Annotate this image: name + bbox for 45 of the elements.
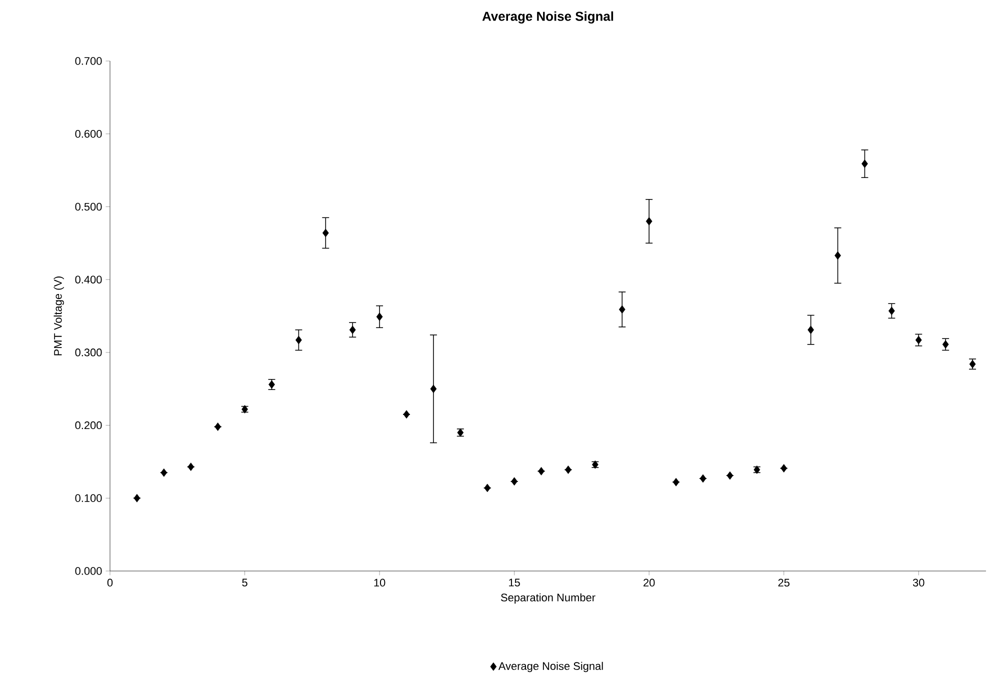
point bbox=[942, 340, 949, 349]
point bbox=[188, 462, 194, 471]
point bbox=[700, 474, 706, 483]
y-tick-label: 0.100 bbox=[75, 494, 102, 502]
legend-label: Average Noise Signal bbox=[498, 662, 603, 672]
point bbox=[538, 467, 544, 476]
y-tick-label: 0.000 bbox=[75, 567, 102, 575]
point bbox=[862, 160, 868, 168]
point bbox=[134, 494, 140, 502]
point bbox=[376, 312, 383, 321]
y-axis-title: PMT Voltage (V) bbox=[54, 276, 64, 356]
point bbox=[888, 306, 895, 316]
point bbox=[430, 384, 437, 394]
x-axis-title: Separation Number bbox=[500, 593, 596, 604]
point bbox=[780, 464, 788, 472]
x-tick-label: 15 bbox=[509, 578, 520, 586]
x-tick-label: 0 bbox=[107, 578, 113, 587]
y-tick-label: 0.400 bbox=[75, 276, 102, 284]
point bbox=[565, 466, 572, 474]
point bbox=[672, 478, 680, 486]
x-tick-label: 30 bbox=[912, 578, 924, 587]
point bbox=[726, 471, 734, 480]
point bbox=[511, 477, 518, 486]
x-tick-label: 10 bbox=[374, 578, 386, 587]
point bbox=[160, 468, 168, 477]
y-tick-label: 0.700 bbox=[75, 57, 102, 65]
chart-title: Average Noise Signal bbox=[482, 11, 614, 24]
x-tick-label: 20 bbox=[644, 578, 655, 587]
point bbox=[403, 410, 410, 419]
point bbox=[915, 336, 922, 344]
y-tick-label: 0.200 bbox=[75, 421, 102, 430]
point bbox=[295, 336, 302, 344]
point bbox=[808, 326, 814, 334]
y-tick-label: 0.600 bbox=[75, 130, 102, 138]
y-tick-label: 0.300 bbox=[75, 348, 102, 356]
point bbox=[484, 484, 491, 492]
point bbox=[322, 228, 329, 238]
point bbox=[214, 422, 222, 431]
x-tick-label: 5 bbox=[242, 578, 248, 586]
point bbox=[618, 305, 626, 314]
point bbox=[834, 251, 841, 260]
point bbox=[349, 326, 356, 334]
y-tick-label: 0.500 bbox=[75, 202, 102, 211]
point bbox=[646, 217, 652, 226]
x-tick-label: 25 bbox=[778, 578, 790, 587]
